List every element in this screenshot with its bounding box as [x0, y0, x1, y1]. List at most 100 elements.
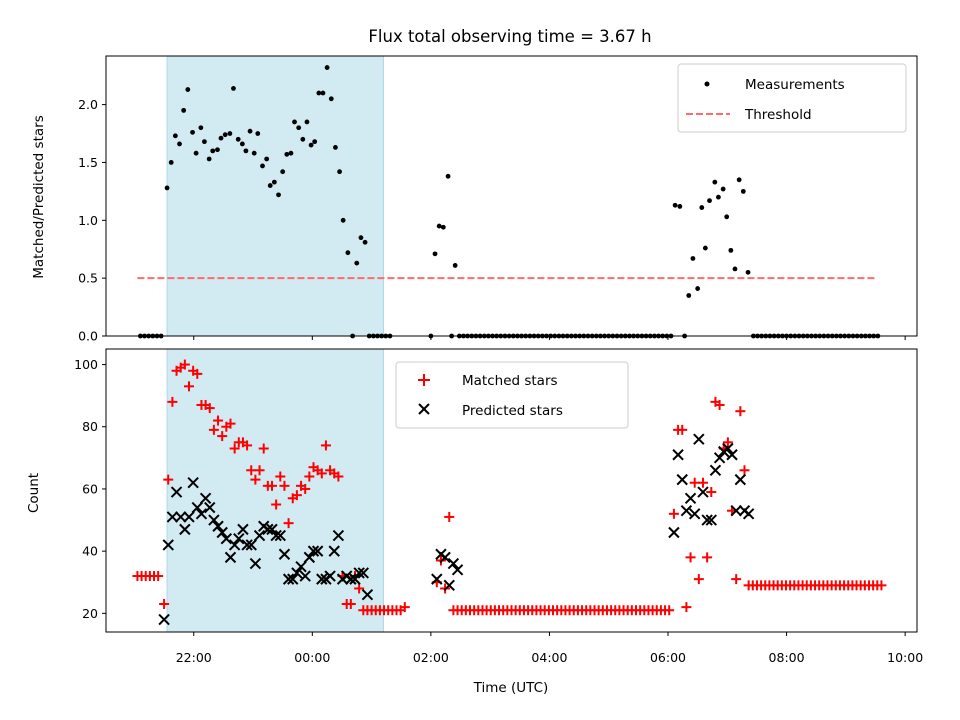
count-panel: 20 40 60 80 100 22:00 00:00 02:00 04:00 06:00 08:0…: [74, 348, 923, 665]
data-point: [443, 579, 455, 592]
data-point: [693, 433, 705, 445]
data-point: [677, 204, 683, 209]
data-point: [276, 192, 281, 198]
data-point: [208, 424, 219, 435]
data-point: [258, 443, 269, 454]
data-point: [354, 260, 360, 266]
data-point: [254, 465, 265, 476]
data-point: [195, 508, 208, 520]
data-point: [307, 545, 320, 557]
data-point: [159, 599, 170, 610]
y-tick-label: 40: [82, 544, 98, 559]
data-point: [190, 129, 195, 135]
ratio-panel: 0.0 0.5 1.0 1.5 2.0: [78, 55, 918, 344]
data-point: [282, 573, 295, 585]
data-point: [745, 269, 751, 275]
data-point: [168, 160, 174, 165]
count-legend: Matched stars Predicted stars: [395, 361, 629, 429]
data-point: [227, 131, 233, 136]
data-point: [328, 96, 334, 102]
x-tick-label: 22:00: [176, 650, 212, 665]
data-point: [739, 465, 750, 476]
data-point: [179, 523, 191, 536]
chart-title: Flux total observing time = 3.67 h: [368, 27, 651, 46]
data-point: [320, 440, 331, 451]
data-point: [451, 564, 464, 576]
data-point: [690, 256, 696, 261]
data-point: [361, 588, 374, 601]
data-point: [177, 141, 182, 147]
data-point: [304, 119, 310, 125]
data-point: [153, 571, 164, 582]
data-point: [291, 567, 303, 579]
data-point: [199, 492, 212, 504]
data-point: [316, 468, 327, 479]
data-point: [183, 511, 195, 523]
y-tick-label: 0.5: [78, 271, 98, 286]
data-point: [345, 250, 351, 256]
data-point: [179, 359, 190, 370]
x-axis-label: Time (UTC): [473, 680, 549, 696]
data-point: [699, 205, 705, 210]
data-point: [271, 179, 277, 185]
data-point: [706, 487, 717, 498]
data-point: [187, 477, 199, 489]
data-point: [172, 133, 178, 139]
data-point: [672, 202, 678, 208]
data-point: [432, 251, 438, 257]
ratio-legend: Measurements Threshold: [677, 63, 907, 133]
data-point: [237, 523, 249, 536]
axes-frame: [105, 348, 918, 633]
data-point: [735, 406, 746, 417]
data-point: [262, 523, 274, 536]
data-point: [222, 132, 228, 138]
data-point: [664, 605, 675, 616]
data-point: [229, 443, 240, 454]
data-point: [264, 156, 270, 162]
data-point: [684, 492, 697, 504]
data-point: [312, 139, 318, 145]
data-point: [353, 567, 365, 579]
data-point: [210, 148, 216, 154]
data-point: [720, 186, 726, 192]
data-point: [742, 508, 755, 520]
data-point: [241, 539, 253, 551]
data-point: [431, 573, 443, 585]
data-point: [715, 194, 721, 200]
data-point: [345, 573, 357, 585]
x-tick-label: 04:00: [531, 650, 567, 665]
data-point: [702, 552, 713, 563]
data-point: [271, 499, 282, 510]
data-point: [296, 125, 302, 131]
y-tick-label: 60: [82, 481, 98, 496]
data-point: [266, 480, 277, 491]
data-point: [736, 177, 742, 183]
data-point: [362, 239, 368, 245]
data-point: [695, 286, 701, 291]
data-point: [212, 520, 224, 532]
data-point: [162, 539, 174, 551]
data-point: [198, 125, 204, 131]
y-tick-label: 0.0: [78, 329, 98, 344]
data-point: [328, 545, 340, 557]
data-point: [316, 573, 328, 585]
data-point: [311, 545, 324, 557]
data-point: [320, 90, 326, 96]
data-point: [247, 128, 253, 134]
data-point: [349, 573, 361, 585]
data-point: [734, 473, 747, 486]
data-point: [712, 179, 718, 185]
legend-threshold-label: Threshold: [744, 107, 812, 123]
y-tick-label: 2.0: [78, 97, 98, 112]
x-tick-label: 02:00: [413, 650, 449, 665]
data-point: [267, 183, 273, 188]
data-point: [295, 560, 307, 573]
data-point: [163, 474, 174, 485]
data-point: [231, 85, 236, 91]
legend-predicted-marker: [418, 403, 430, 415]
data-point: [181, 107, 187, 113]
legend-matched-label: Matched stars: [462, 373, 558, 389]
data-point: [274, 529, 287, 542]
data-point: [399, 602, 410, 613]
